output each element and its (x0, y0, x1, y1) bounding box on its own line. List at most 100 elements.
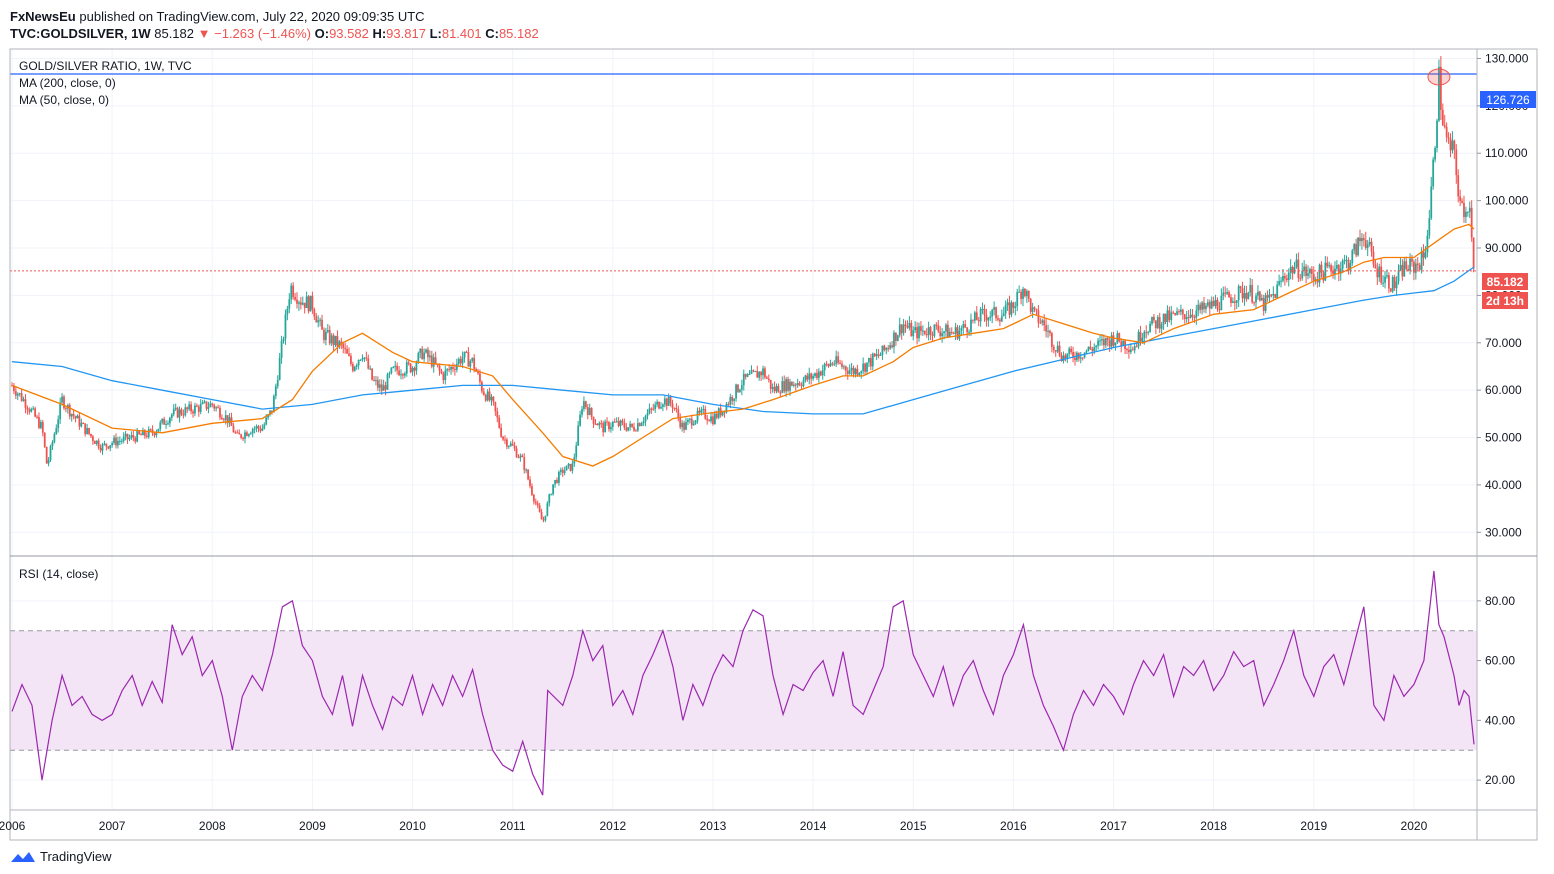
candle (952, 331, 955, 335)
candle-body (1318, 264, 1321, 283)
candle-body (1176, 311, 1178, 315)
candle-body (117, 440, 119, 446)
candle-body (1249, 285, 1252, 293)
candle-body (290, 285, 293, 300)
candle (280, 335, 283, 364)
candle (1231, 297, 1234, 304)
brand-text: TradingView (40, 849, 112, 864)
candle (403, 371, 406, 379)
candle (762, 365, 764, 380)
candle-body (415, 363, 418, 371)
candle (1472, 237, 1475, 273)
candle-body (496, 411, 499, 418)
candle-body (1025, 290, 1028, 297)
candle (1270, 294, 1273, 298)
candle-body (288, 299, 291, 309)
price-tick-label: 40.000 (1485, 478, 1522, 492)
candle-body (1212, 300, 1215, 306)
time-axis[interactable]: 2006 2007 2008 2009 2010 2011 2012 2013 2014 2015… (0, 819, 1428, 833)
candle (197, 404, 200, 417)
tradingview-brand[interactable]: TradingView (10, 849, 112, 864)
candle-body (342, 343, 345, 349)
candle-body (14, 391, 17, 396)
candle-body (224, 415, 227, 421)
candle (351, 361, 354, 373)
candle (14, 386, 17, 400)
candle (1031, 302, 1034, 318)
candle-body (983, 308, 986, 316)
candle-body (484, 394, 487, 401)
candle-body (1274, 293, 1277, 298)
candle (1237, 284, 1240, 308)
candle (26, 405, 29, 415)
candle-body (1033, 307, 1036, 309)
author-name[interactable]: FxNewsEu (10, 9, 76, 24)
candle (821, 364, 824, 380)
candle-body (1110, 335, 1113, 347)
candle-body (852, 367, 855, 375)
candle (773, 381, 776, 394)
candle-body (53, 434, 56, 443)
time-tick-label: 2008 (199, 819, 226, 833)
candle-body (648, 408, 651, 414)
candle (812, 373, 814, 381)
candle-body (946, 324, 949, 338)
candle (625, 423, 628, 432)
candle-body (1405, 261, 1408, 269)
candle (1436, 118, 1438, 153)
candle (1043, 314, 1046, 332)
candle-body (1470, 207, 1473, 238)
candle-body (812, 376, 814, 379)
candle (1372, 246, 1375, 268)
peak-circle-marker[interactable] (1427, 68, 1451, 86)
candle (1403, 257, 1406, 277)
candle-body (1029, 298, 1032, 312)
candle (394, 360, 397, 372)
candle (960, 325, 963, 336)
candle (665, 397, 668, 411)
candle-body (1347, 259, 1350, 271)
candle-body (115, 437, 117, 446)
candle (342, 341, 345, 354)
candle (249, 431, 252, 435)
candle-body (1031, 307, 1034, 312)
candle-body (985, 315, 988, 321)
candle (1160, 321, 1163, 334)
candle (1422, 244, 1425, 266)
candle (39, 419, 42, 430)
candle-body (43, 432, 46, 447)
candle (1380, 258, 1383, 286)
candle-body (1102, 339, 1105, 346)
candle-body (388, 373, 391, 375)
candle (32, 406, 35, 411)
candle (839, 359, 841, 365)
candle-body (737, 384, 739, 392)
candle (1463, 195, 1465, 223)
candle (492, 396, 495, 406)
candle-body (1181, 309, 1184, 315)
candle-body (608, 422, 610, 430)
candle-body (981, 308, 984, 310)
candle-body (93, 441, 96, 444)
candle (178, 406, 181, 423)
candle (769, 379, 772, 394)
candle-body (1414, 263, 1417, 273)
candle (1285, 274, 1288, 283)
candle (221, 414, 223, 420)
candle (972, 319, 974, 324)
price-axis[interactable]: 30.00040.00050.00060.00070.00080.00090.0… (1477, 51, 1529, 539)
candle-body (862, 363, 865, 372)
candle (1335, 260, 1338, 272)
candle-body (76, 415, 79, 419)
candle (534, 498, 537, 506)
candle (1430, 176, 1433, 220)
candle (1361, 233, 1363, 250)
candle-body (1434, 147, 1436, 160)
candle-body (80, 422, 83, 427)
candle (1045, 318, 1048, 338)
candle-body (644, 415, 647, 422)
high-label: H: (372, 26, 387, 41)
candle-body (263, 424, 266, 429)
